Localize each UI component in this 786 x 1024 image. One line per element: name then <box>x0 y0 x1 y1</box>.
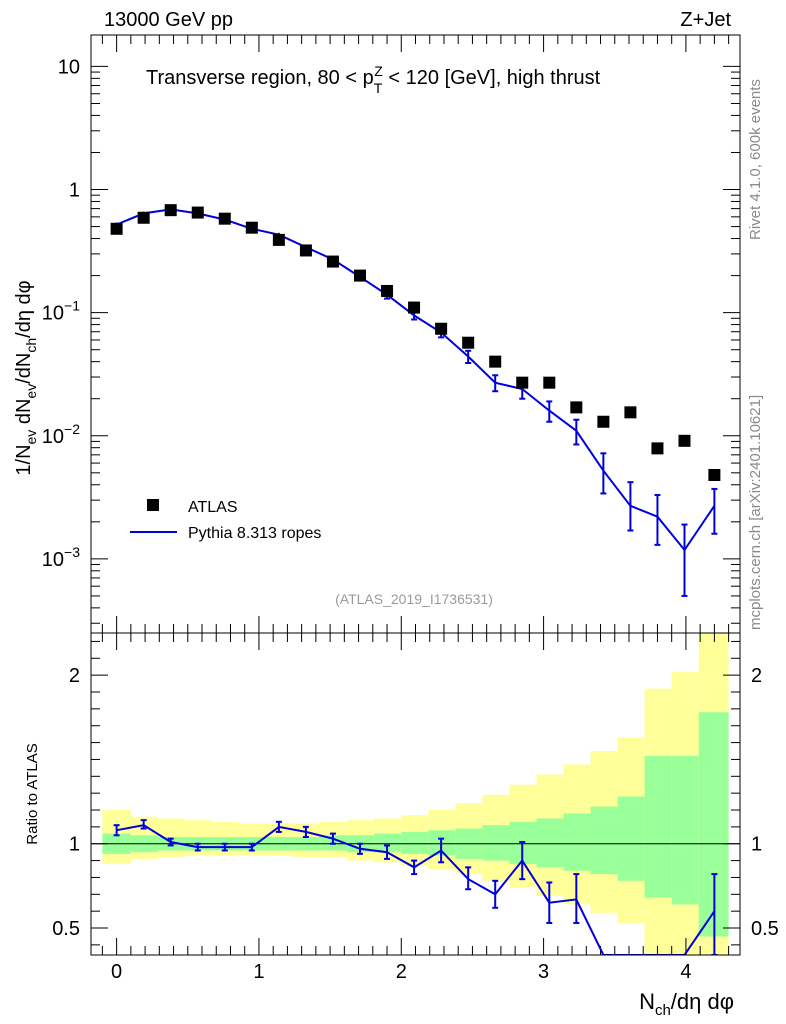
ratio-y-tick-label-right: 0.5 <box>751 918 779 940</box>
legend-label-pythia: Pythia 8.313 ropes <box>188 525 321 542</box>
x-tick-label: 3 <box>538 961 549 983</box>
ratio-y-axis-label: Ratio to ATLAS <box>24 743 41 844</box>
atlas-point <box>651 442 664 455</box>
main-title: Transverse region, 80 < pTZ < 120 [GeV],… <box>146 63 601 96</box>
atlas-point <box>516 376 529 389</box>
x-axis-label: Nch/dη dφ <box>639 989 734 1019</box>
ratio-series-group <box>113 819 718 955</box>
y-tick-label: 10−2 <box>42 421 80 448</box>
ratio-panel: 2 2 1 1 0.5 0.5 0 1 2 3 4 Ratio to ATLAS Nch/dη dφ <box>24 632 779 1019</box>
atlas-point <box>624 406 637 419</box>
atlas-point <box>326 255 339 268</box>
watermark: (ATLAS_2019_I1736531) <box>335 591 493 607</box>
atlas-point <box>708 469 721 482</box>
atlas-point <box>245 221 258 234</box>
mcplots-label: mcplots.cern.ch [arXiv:2401.10621] <box>747 395 764 630</box>
ratio-y-tick-label-right: 2 <box>751 665 762 687</box>
x-tick-label: 4 <box>680 961 691 983</box>
atlas-point <box>353 269 366 282</box>
uncertainty-band-inner <box>590 806 618 875</box>
y-axis-label: 1/Nev dNev/dNch/dη dφ <box>13 280 39 475</box>
header-right: Z+Jet <box>680 9 731 31</box>
uncertainty-band-inner <box>536 818 564 868</box>
atlas-point <box>543 376 556 389</box>
atlas-point <box>435 322 448 335</box>
uncertainty-band-inner <box>401 831 429 854</box>
ratio-y-tick-label: 2 <box>69 665 80 687</box>
uncertainty-band-inner <box>617 796 645 881</box>
atlas-point <box>489 355 502 368</box>
atlas-point <box>299 244 312 257</box>
y-tick-label: 10−3 <box>42 544 80 571</box>
uncertainty-band-inner <box>482 825 510 861</box>
atlas-point <box>462 336 475 349</box>
atlas-point <box>678 434 691 447</box>
x-tick-label: 0 <box>111 961 122 983</box>
ratio-frame <box>90 632 741 956</box>
legend-marker-atlas <box>147 499 159 511</box>
atlas-point <box>191 206 204 219</box>
atlas-point <box>218 212 231 225</box>
atlas-point <box>110 222 123 235</box>
uncertainty-band-inner <box>563 813 591 871</box>
ratio-y-tick-label: 1 <box>69 834 80 856</box>
main-frame <box>90 34 741 634</box>
atlas-point <box>570 401 583 414</box>
atlas-point <box>597 415 610 428</box>
uncertainty-band-inner <box>644 756 672 898</box>
main-panel: 10 1 10−1 10−2 10−3 Transverse region, 80 < … <box>13 34 741 634</box>
uncertainty-band-inner <box>671 756 699 905</box>
atlas-point <box>272 233 285 246</box>
atlas-point <box>164 204 177 217</box>
x-tick-label: 1 <box>253 961 264 983</box>
legend: ATLAS Pythia 8.313 ropes <box>130 499 321 542</box>
uncertainty-band-inner <box>374 833 402 853</box>
x-tick-label: 2 <box>396 961 407 983</box>
atlas-point <box>137 211 150 224</box>
ratio-y-tick-label: 0.5 <box>52 918 80 940</box>
ratio-y-tick-label-right: 1 <box>751 834 762 856</box>
y-tick-label: 10−1 <box>42 298 80 325</box>
legend-label-atlas: ATLAS <box>188 499 238 516</box>
atlas-point <box>408 301 421 314</box>
header-left: 13000 GeV pp <box>104 9 233 31</box>
y-tick-label: 1 <box>69 180 80 202</box>
y-tick-label: 10 <box>58 56 80 78</box>
atlas-point <box>381 284 394 297</box>
rivet-label: Rivet 4.1.0, 600k events <box>747 79 764 240</box>
